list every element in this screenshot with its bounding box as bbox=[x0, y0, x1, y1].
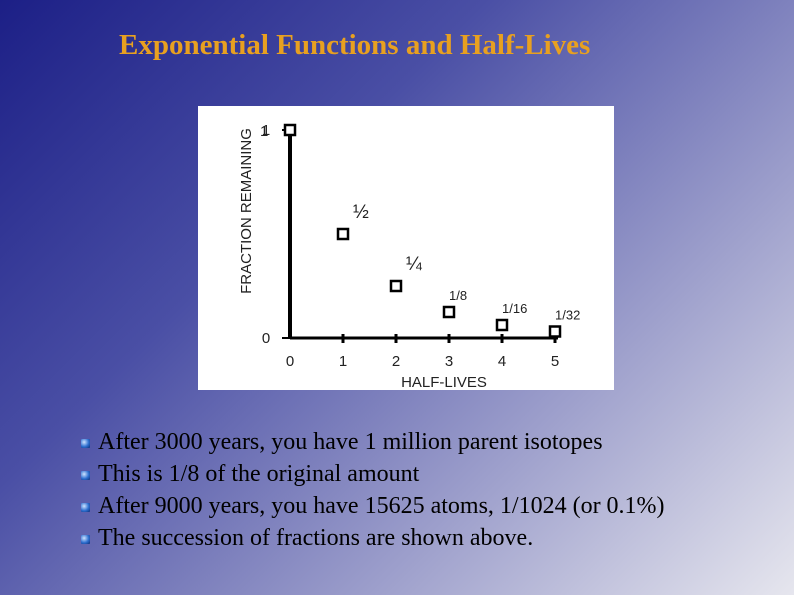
y-axis-label: FRACTION REMAINING bbox=[238, 128, 255, 294]
data-point bbox=[336, 227, 350, 241]
bullet-item: After 9000 years, you have 15625 atoms, … bbox=[78, 490, 665, 522]
bullet-text: This is 1/8 of the original amount bbox=[98, 461, 420, 487]
x-tick-label: 0 bbox=[286, 353, 294, 370]
x-tick-label: 1 bbox=[339, 353, 347, 370]
bullet-text: The succession of fractions are shown ab… bbox=[98, 525, 534, 551]
data-points: 1 ½ ¼ 1/8 1/16 1/32 bbox=[260, 123, 580, 338]
bullet-icon bbox=[81, 471, 90, 480]
data-label: ½ bbox=[353, 202, 369, 223]
data-label: 1/32 bbox=[555, 308, 580, 323]
bullet-list: After 3000 years, you have 1 million par… bbox=[78, 426, 665, 554]
data-point bbox=[283, 123, 297, 137]
slide-title: Exponential Functions and Half-Lives bbox=[119, 29, 591, 61]
data-point bbox=[442, 305, 456, 319]
data-point bbox=[389, 279, 403, 293]
x-tick-label: 5 bbox=[551, 353, 559, 370]
bullet-icon bbox=[81, 503, 90, 512]
y-tick-label: 1 bbox=[262, 122, 270, 139]
bullet-item: This is 1/8 of the original amount bbox=[78, 458, 665, 490]
x-axis-label: HALF-LIVES bbox=[401, 374, 487, 390]
data-label: ¼ bbox=[406, 254, 423, 275]
bullet-item: After 3000 years, you have 1 million par… bbox=[78, 426, 665, 458]
bullet-text: After 3000 years, you have 1 million par… bbox=[98, 429, 603, 455]
bullet-item: The succession of fractions are shown ab… bbox=[78, 522, 665, 554]
data-label: 1/16 bbox=[502, 301, 527, 316]
bullet-icon bbox=[81, 439, 90, 448]
bullet-icon bbox=[81, 535, 90, 544]
y-tick-label: 0 bbox=[262, 330, 270, 347]
data-label: 1 bbox=[260, 123, 268, 140]
bullet-text: After 9000 years, you have 15625 atoms, … bbox=[98, 493, 665, 519]
data-point bbox=[548, 325, 562, 338]
data-point bbox=[495, 318, 509, 332]
x-tick-label: 3 bbox=[445, 353, 453, 370]
y-ticks: 01 bbox=[262, 122, 290, 347]
data-label: 1/8 bbox=[449, 288, 467, 303]
x-ticks: 0 1 2 3 4 5 bbox=[286, 334, 559, 370]
x-tick-label: 4 bbox=[498, 353, 506, 370]
x-tick-label: 2 bbox=[392, 353, 400, 370]
